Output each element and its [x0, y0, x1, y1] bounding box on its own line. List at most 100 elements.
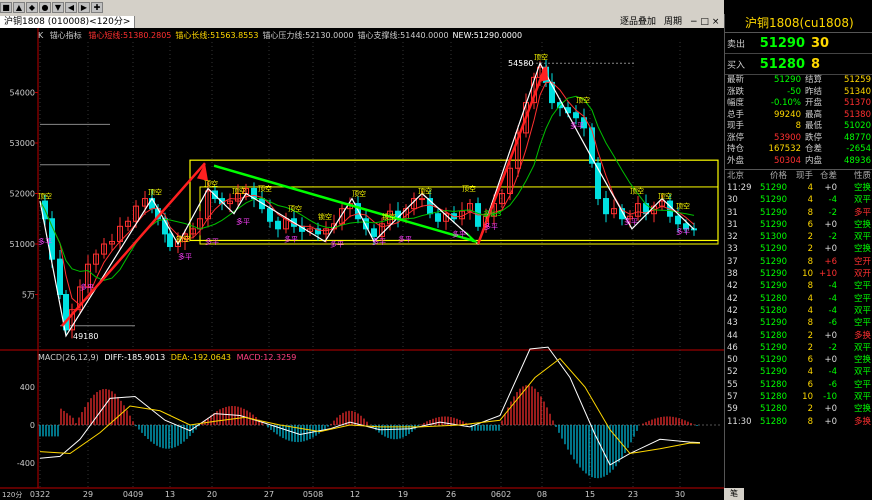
tick-cell: 多换: [853, 330, 871, 341]
tick-cell: +0: [824, 219, 837, 230]
toolbar-icon[interactable]: ●: [39, 2, 51, 13]
sell-row[interactable]: 卖出 51290 30: [725, 33, 872, 54]
y-tick-label: 54000: [10, 89, 35, 98]
tick-header-cell: 北京: [727, 171, 745, 181]
tick-cell: 51280: [759, 404, 787, 415]
stat-label: 仓差: [805, 144, 823, 154]
tick-cell: 32: [727, 232, 738, 243]
x-tick-label: 29: [83, 490, 93, 499]
minimize-icon[interactable]: −: [690, 17, 698, 27]
candle-body: [227, 200, 233, 205]
x-tick-label: 13: [165, 490, 175, 499]
tick-cell: -10: [823, 392, 837, 403]
tick-list[interactable]: 11:29 51290 4 +0 空换 30 51290 4 -4 双平 31 51290 8 -2 多平 3…: [725, 182, 872, 428]
stat-label: 结算: [805, 75, 823, 85]
short-line: [39, 81, 695, 306]
instrument-tab-label: 沪铜1808 (010008): [4, 17, 90, 27]
candle-body: [149, 198, 155, 210]
toolbar-icon[interactable]: ◆: [26, 2, 38, 13]
toolbar-icon[interactable]: ◀: [65, 2, 77, 13]
stat-row: 持仓 167532 仓差 -2654: [725, 144, 872, 156]
signal-label: 多平: [624, 217, 638, 226]
stat-label: 总手: [727, 109, 745, 120]
sell-volume: 30: [811, 35, 830, 51]
candle-body: [675, 215, 681, 225]
signal-label: 顶空: [38, 192, 52, 201]
tick-cell: 51290: [759, 219, 787, 230]
tick-cell: 51290: [759, 281, 787, 292]
candle-body: [63, 294, 69, 331]
candle-body: [275, 220, 281, 230]
stat-value: 51290: [773, 75, 801, 85]
tick-cell: 51280: [759, 379, 787, 390]
stat-value: 48770: [843, 132, 871, 143]
tick-cell: 51280: [759, 416, 787, 427]
tick-row: 44 51280 2 +0 多换: [725, 330, 872, 342]
tick-cell: 51290: [759, 183, 787, 193]
tick-cell: 10: [802, 392, 813, 403]
y-tick-label: 51000: [10, 240, 35, 249]
toolbar-icon[interactable]: ■: [0, 2, 12, 13]
close-icon[interactable]: ×: [711, 17, 720, 27]
signal-label: 多平: [372, 237, 386, 246]
toolbar-icon[interactable]: ▲: [13, 2, 25, 13]
candle-body: [101, 243, 107, 255]
signal-label: 顶空: [534, 53, 548, 62]
macd-dea-line: [39, 357, 701, 455]
candle-body: [379, 223, 385, 237]
indicator-name: 锚心指标: [49, 31, 82, 40]
y-tick-label: 52000: [10, 190, 35, 199]
stat-label: 涨停: [727, 132, 745, 143]
tick-row: 33 51290 2 +0 空换: [725, 243, 872, 255]
tick-cell: 51280: [759, 330, 787, 341]
stat-label: 涨跌: [727, 86, 745, 97]
tick-row: 30 51290 4 -4 双平: [725, 194, 872, 206]
tick-cell: 51290: [759, 244, 787, 255]
instrument-tab[interactable]: 沪铜1808 (010008)<120分>: [0, 16, 136, 28]
tick-row: 42 51280 4 -4 空平: [725, 293, 872, 305]
candle-body: [142, 198, 148, 207]
tick-cell: 55: [727, 379, 738, 390]
macd-dea: DEA:-192.0643: [170, 353, 232, 362]
stat-value: 8: [795, 121, 801, 131]
tick-cell: 4: [807, 183, 813, 193]
x-tick-label: 30: [675, 490, 685, 499]
trend-zigzag: [39, 61, 695, 338]
tick-cell: 51300: [759, 232, 787, 243]
tick-cell: +0: [824, 183, 837, 193]
stat-row: 外盘 50304 内盘 48936: [725, 156, 872, 168]
candle-body: [267, 208, 273, 222]
x-tick-label: 0602: [491, 490, 511, 499]
toolbar-icon[interactable]: ✚: [91, 2, 103, 13]
period-button[interactable]: 周期: [664, 17, 683, 27]
signal-label: 顶空: [462, 184, 476, 193]
tick-cell: 51290: [759, 256, 787, 267]
candle-body: [635, 203, 641, 217]
tick-cell: 52: [727, 367, 738, 378]
bottom-tab[interactable]: 笔: [724, 488, 744, 500]
candle-body: [323, 228, 329, 235]
maximize-icon[interactable]: □: [700, 17, 709, 27]
tick-header-cell: 现手: [795, 171, 813, 181]
signal-label: 多平: [178, 252, 192, 261]
toolbar-icon[interactable]: ▼: [52, 2, 64, 13]
indicator-item: 锚心压力线:52130.0000: [262, 31, 354, 40]
window-controls[interactable]: − □ ×: [690, 16, 719, 28]
tick-row: 42 51290 8 -4 空平: [725, 280, 872, 292]
indicator-values: 锚心短线:51380.2805 锚心长线:51563.8553 锚心压力线:5213…: [84, 31, 522, 40]
stat-label: 跌停: [805, 132, 823, 143]
tick-cell: 空开: [853, 256, 871, 267]
tick-cell: 51280: [759, 305, 787, 316]
macd-legend: MACD(26,12,9) DIFF:-185.9013 DEA:-192.06…: [38, 353, 296, 362]
candle-body: [603, 198, 609, 215]
signal-label: 多平: [80, 282, 94, 291]
tick-cell: 51290: [759, 318, 787, 329]
buy-row[interactable]: 买入 51280 8: [725, 54, 872, 75]
tick-cell: 8: [807, 318, 813, 329]
overlay-button[interactable]: 逐品叠加: [620, 17, 657, 27]
tick-header-cell: 仓差: [819, 171, 837, 181]
tick-cell: 4: [807, 293, 813, 304]
toolbar-icon[interactable]: ▶: [78, 2, 90, 13]
x-tick-label: 08: [537, 490, 547, 499]
